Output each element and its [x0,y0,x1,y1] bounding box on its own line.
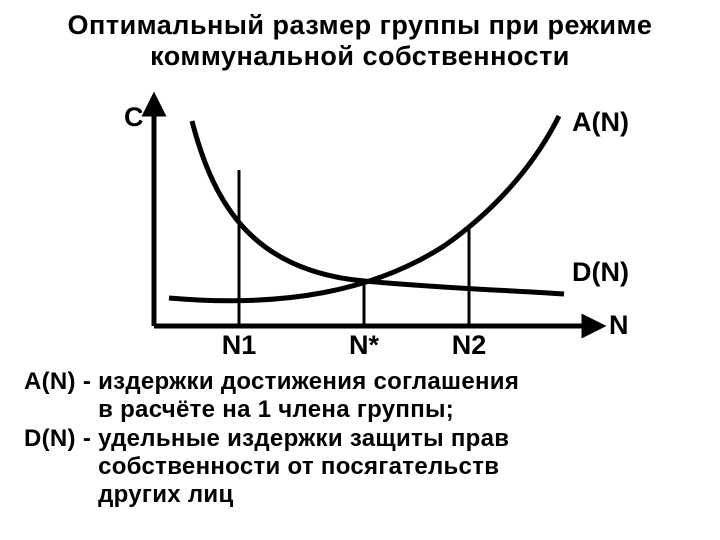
legend: A(N) - издержки достижения соглашенияв р… [24,368,696,510]
title-line-2: коммунальной собственности [150,41,570,71]
chart-title: Оптимальный размер группы при режиме ком… [24,10,696,72]
legend-key: A(N) - [24,368,98,396]
curve-d [192,121,564,294]
curve-d-label: D(N) [572,257,629,287]
page: Оптимальный размер группы при режиме ком… [0,0,720,540]
x-tick-label: N1 [222,330,257,360]
x-tick-label: N2 [452,330,487,360]
legend-row: A(N) - издержки достижения соглашенияв р… [24,368,696,425]
x-axis-label: N [609,310,629,340]
y-axis-label: C [124,102,144,132]
legend-row: D(N) - удельные издержки защиты правсобс… [24,425,696,510]
droplines [239,170,469,326]
x-tick-label: N* [349,330,379,360]
legend-key: D(N) - [24,425,98,453]
curve-a-label: A(N) [572,107,629,137]
chart-svg: C N A(N) D(N) N1 N* N2 [24,76,696,366]
legend-text: удельные издержки защиты правсобственнос… [98,425,696,510]
x-tick-labels: N1 N* N2 [222,330,487,360]
title-line-1: Оптимальный размер группы при режиме [68,10,653,40]
chart-area: C N A(N) D(N) N1 N* N2 [24,76,696,366]
legend-text: издержки достижения соглашенияв расчёте … [98,368,696,425]
